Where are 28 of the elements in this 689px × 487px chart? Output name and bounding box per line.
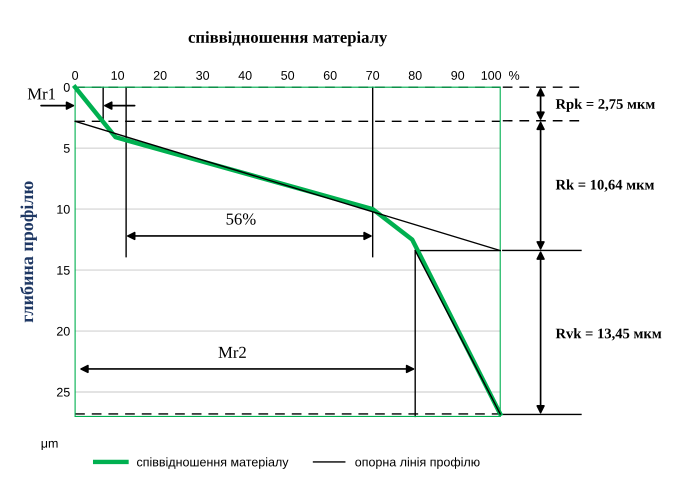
x-tick-label: 60 (324, 70, 337, 80)
legend-label: співвідношення матеріалу (136, 457, 288, 469)
y-tick-label: 5 (64, 144, 70, 153)
x-tick-label: 10 (112, 70, 124, 80)
x-tick-label: 0 (72, 70, 78, 80)
x-tick-label: 40 (238, 70, 252, 80)
text: Rk = 10,64 мкм (556, 179, 654, 192)
x-tick-label: 20 (154, 70, 167, 80)
x-tick-label: 30 (196, 70, 210, 80)
annotation: 56% (226, 213, 256, 225)
x-tick-label: 100 % (482, 70, 520, 80)
y-tick-label: 20 (56, 326, 70, 336)
y-tick-label: 0 (64, 82, 70, 92)
y-tick-label: 10 (57, 204, 70, 214)
text: Rpk = 2,75 мкм (556, 98, 655, 112)
y-tick-label: 25 (56, 388, 70, 397)
x-tick-label: 50 (281, 70, 294, 80)
y-axis-title: глибина профілю (20, 181, 37, 322)
text: Mr1 (28, 88, 55, 100)
text: μm (42, 440, 58, 450)
chart-title: співвідношення матеріалу (188, 31, 388, 46)
annotation: Mr2 (218, 346, 246, 358)
text: Rvk = 13,45 мкм (556, 328, 662, 341)
x-tick-label: 70 (366, 70, 380, 80)
legend-label: опорна лінія профілю (355, 457, 480, 469)
x-tick-label: 90 (451, 70, 464, 80)
y-tick-label: 15 (57, 266, 70, 275)
x-tick-label: 80 (408, 70, 422, 80)
